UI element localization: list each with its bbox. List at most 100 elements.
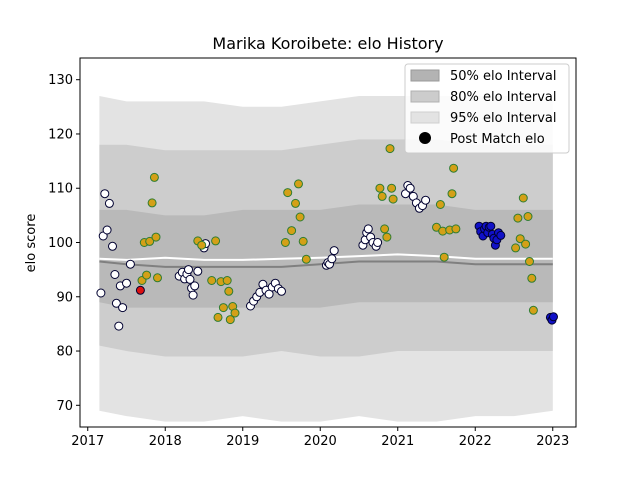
data-point-gold — [295, 212, 305, 222]
data-point-gold — [149, 172, 159, 182]
data-point-white — [110, 270, 120, 279]
median-line — [99, 260, 553, 268]
data-point-blue — [486, 221, 496, 231]
data-point-gold — [291, 198, 300, 208]
data-point-gold — [153, 273, 162, 283]
legend-marker-post-match — [419, 132, 431, 144]
data-point-gold — [211, 236, 221, 246]
legend-swatch-50 — [410, 69, 440, 82]
data-point-gold — [230, 308, 240, 318]
mean-line — [99, 253, 553, 261]
legend: 50% elo Interval 80% elo Interval 95% el… — [404, 63, 570, 154]
data-point-gold — [528, 305, 538, 315]
x-axis-ticks: 2017 2018 2019 2020 2021 2022 2023 — [71, 427, 569, 449]
data-point-gold — [225, 315, 235, 325]
x-tick-label: 2023 — [536, 434, 569, 449]
data-point-white — [363, 224, 373, 234]
data-point-white — [108, 241, 117, 251]
data-point-gold — [222, 276, 232, 285]
data-point-white — [114, 321, 124, 331]
data-point-white — [188, 290, 198, 300]
data-point-gold — [147, 198, 157, 208]
y-axis-ticks: 70 80 90 100 110 120 130 — [48, 73, 80, 414]
band-50 — [99, 204, 553, 308]
data-point-gold — [518, 193, 528, 203]
trend-lines — [99, 253, 553, 268]
data-point-gold — [449, 163, 459, 173]
legend-label-50: 50% elo Interval — [450, 69, 557, 84]
data-point-gold — [380, 224, 390, 234]
data-point-gold — [375, 183, 385, 193]
data-point-white — [185, 274, 195, 284]
data-point-white — [193, 266, 203, 276]
legend-box — [404, 63, 570, 154]
data-point-gold — [145, 236, 155, 246]
chart-title: Marika Koroibete: elo History — [212, 34, 443, 53]
legend-label-post-match: Post Match elo — [450, 132, 545, 147]
data-point-white — [111, 298, 121, 308]
y-tick-label: 110 — [48, 182, 73, 197]
data-point-red — [135, 285, 145, 295]
data-point-gold — [213, 312, 223, 322]
data-point-gold — [142, 270, 152, 280]
data-point-gold — [385, 144, 395, 154]
data-point-white — [405, 183, 415, 193]
data-point-gold — [301, 254, 311, 264]
y-tick-label: 70 — [56, 399, 73, 414]
data-point-white — [102, 225, 112, 235]
data-point-gold — [287, 226, 297, 236]
data-point-white — [421, 195, 431, 205]
data-point-gold — [382, 232, 392, 242]
data-point-white — [327, 254, 337, 264]
data-point-gold — [521, 239, 531, 249]
y-tick-label: 80 — [56, 345, 73, 360]
data-point-gold — [515, 234, 525, 244]
data-point-gold — [523, 212, 533, 221]
y-tick-label: 120 — [48, 127, 73, 142]
data-point-white — [329, 246, 339, 256]
data-point-white — [184, 265, 193, 275]
data-point-gold — [283, 188, 293, 198]
legend-label-95: 95% elo Interval — [450, 111, 557, 126]
x-tick-label: 2020 — [304, 434, 337, 449]
data-point-gold — [439, 252, 449, 262]
data-point-white — [118, 303, 128, 313]
y-tick-label: 90 — [56, 290, 73, 305]
data-point-gold — [435, 200, 445, 209]
data-point-gold — [377, 191, 387, 201]
legend-label-80: 80% elo Interval — [450, 90, 557, 105]
data-point-gold — [224, 286, 234, 296]
post-match-points — [96, 144, 558, 331]
legend-swatch-80 — [410, 90, 440, 103]
data-point-gold — [527, 273, 537, 283]
data-point-gold — [298, 236, 308, 246]
data-point-gold — [151, 232, 161, 242]
data-point-white — [96, 288, 106, 298]
data-point-white — [122, 278, 131, 288]
data-point-gold — [197, 240, 207, 250]
data-point-gold — [218, 303, 228, 313]
y-tick-label: 130 — [48, 73, 73, 88]
y-tick-label: 100 — [48, 236, 73, 251]
data-point-white — [100, 189, 110, 199]
data-point-gold — [451, 224, 461, 234]
data-point-gold — [447, 189, 457, 199]
x-tick-label: 2017 — [71, 434, 104, 449]
legend-swatch-95 — [410, 111, 440, 124]
data-point-gold — [525, 257, 534, 266]
data-point-white — [190, 281, 200, 291]
data-point-white — [373, 238, 383, 247]
data-point-gold — [207, 276, 217, 285]
data-point-gold — [511, 243, 521, 253]
data-point-gold — [387, 183, 397, 193]
data-point-gold — [513, 213, 523, 223]
x-tick-label: 2018 — [149, 434, 182, 449]
data-point-blue — [549, 312, 558, 322]
data-point-gold — [294, 179, 303, 189]
data-point-white — [104, 198, 114, 208]
data-point-blue — [496, 230, 506, 240]
x-tick-label: 2021 — [381, 434, 414, 449]
data-point-gold — [280, 238, 290, 247]
x-tick-label: 2022 — [459, 434, 492, 449]
